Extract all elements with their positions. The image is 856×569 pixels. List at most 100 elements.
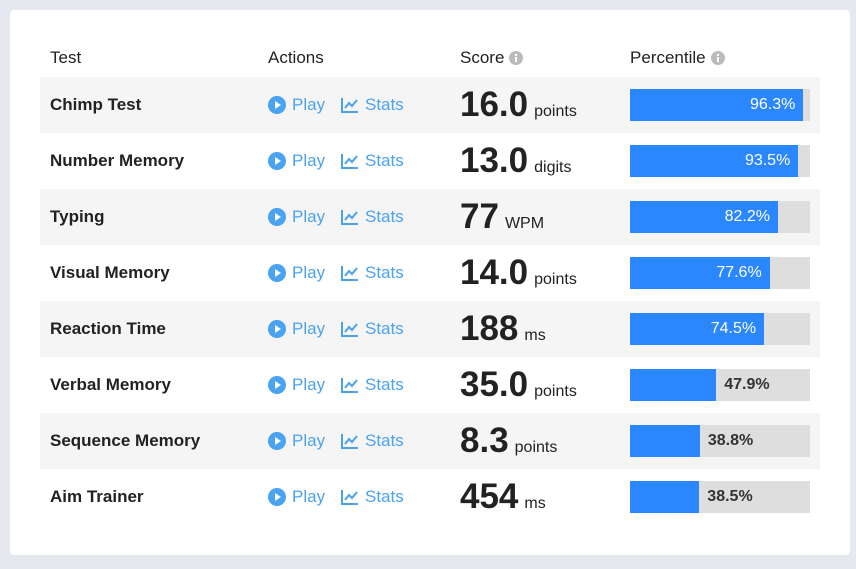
score: 188 ms	[460, 301, 546, 357]
stats-icon	[341, 378, 358, 393]
score-value: 8.3	[460, 421, 509, 460]
score-value: 14.0	[460, 253, 529, 292]
stats-label[interactable]: Stats	[365, 95, 404, 114]
stats-icon	[341, 210, 358, 225]
score: 35.0 points	[460, 357, 577, 413]
score: 77 WPM	[460, 189, 544, 245]
stats-icon	[341, 266, 358, 281]
play-button[interactable]: Play	[268, 133, 325, 189]
stats-label[interactable]: Stats	[365, 431, 404, 450]
score-value: 35.0	[460, 365, 529, 404]
score-value: 188	[460, 309, 519, 348]
info-icon[interactable]	[710, 51, 725, 65]
result-row: Reaction Time Play Stats 188 ms 74.5%	[40, 301, 820, 357]
play-icon	[268, 320, 286, 338]
score-unit: points	[534, 103, 577, 120]
percentile-track: 38.8%	[630, 425, 810, 457]
percentile-label: 77.6%	[716, 264, 762, 281]
play-label[interactable]: Play	[292, 319, 326, 338]
score-value: 16.0	[460, 85, 529, 124]
percentile-label: 38.5%	[707, 488, 753, 505]
header-score-text: Score	[460, 48, 505, 67]
stats-button[interactable]: Stats	[341, 77, 404, 133]
stats-label[interactable]: Stats	[365, 319, 404, 338]
play-icon	[268, 432, 286, 450]
play-label[interactable]: Play	[292, 375, 326, 394]
percentile-bar	[630, 145, 799, 177]
header-percentile: Percentile	[630, 48, 725, 68]
play-label[interactable]: Play	[292, 151, 326, 170]
test-name: Chimp Test	[50, 95, 142, 114]
score: 8.3 points	[460, 413, 557, 469]
result-row: Number Memory Play Stats 13.0 digits 93.5%	[40, 133, 820, 189]
stats-label[interactable]: Stats	[365, 151, 404, 170]
test-name: Reaction Time	[50, 319, 166, 338]
play-button[interactable]: Play	[268, 357, 325, 413]
info-icon[interactable]	[509, 51, 524, 65]
score-unit: points	[534, 383, 577, 400]
play-button[interactable]: Play	[268, 301, 325, 357]
header-test: Test	[50, 48, 82, 67]
stats-button[interactable]: Stats	[341, 301, 404, 357]
percentile-bar	[630, 257, 770, 289]
score-unit: WPM	[504, 215, 545, 232]
percentile-bar	[630, 313, 765, 345]
percentile-bar	[630, 201, 778, 233]
stats-icon	[341, 322, 358, 337]
percentile-bar	[630, 481, 700, 513]
percentile-label: 82.2%	[724, 208, 770, 225]
percentile-bar	[630, 89, 804, 121]
percentile-track: 74.5%	[630, 313, 810, 345]
play-icon	[268, 208, 286, 226]
stats-button[interactable]: Stats	[341, 413, 404, 469]
play-icon	[268, 488, 286, 506]
percentile-bar	[630, 369, 717, 401]
stats-label[interactable]: Stats	[365, 263, 404, 282]
test-name: Visual Memory	[50, 263, 170, 282]
stats-label[interactable]: Stats	[365, 487, 404, 506]
percentile-label: 74.5%	[710, 320, 757, 337]
stats-button[interactable]: Stats	[341, 189, 404, 245]
results-card: Test Actions Score Percentile Chimp Test…	[10, 10, 850, 555]
percentile-label: 93.5%	[744, 152, 791, 169]
score: 16.0 points	[460, 77, 577, 133]
percentile-bar	[630, 425, 700, 457]
play-icon	[268, 376, 286, 394]
percentile-track: 38.5%	[630, 481, 810, 513]
score-unit: ms	[524, 327, 546, 344]
stats-icon	[341, 490, 358, 505]
stats-button[interactable]: Stats	[341, 469, 404, 525]
play-button[interactable]: Play	[268, 245, 325, 301]
play-button[interactable]: Play	[268, 77, 325, 133]
header-actions: Actions	[268, 48, 324, 67]
score: 454 ms	[460, 469, 546, 525]
percentile-track: 82.2%	[630, 201, 810, 233]
play-button[interactable]: Play	[268, 413, 325, 469]
stats-button[interactable]: Stats	[341, 245, 404, 301]
score-value: 454	[460, 477, 519, 516]
play-button[interactable]: Play	[268, 469, 325, 525]
score-value: 77	[460, 197, 499, 236]
play-button[interactable]: Play	[268, 189, 325, 245]
stats-button[interactable]: Stats	[341, 357, 404, 413]
play-icon	[268, 152, 286, 170]
score-unit: digits	[534, 159, 572, 176]
play-label[interactable]: Play	[292, 95, 326, 114]
play-label[interactable]: Play	[292, 431, 326, 450]
stats-label[interactable]: Stats	[365, 375, 404, 394]
stats-label[interactable]: Stats	[365, 207, 404, 226]
play-label[interactable]: Play	[292, 207, 326, 226]
percentile-track: 93.5%	[630, 145, 810, 177]
play-label[interactable]: Play	[292, 263, 326, 282]
result-row: Visual Memory Play Stats 14.0 points 77.6%	[40, 245, 820, 301]
stats-button[interactable]: Stats	[341, 133, 404, 189]
test-name: Number Memory	[50, 151, 185, 170]
play-icon	[268, 96, 286, 114]
play-label[interactable]: Play	[292, 487, 326, 506]
stats-icon	[341, 154, 358, 169]
stats-icon	[341, 98, 358, 113]
test-name: Sequence Memory	[50, 431, 201, 450]
score-unit: points	[514, 439, 558, 456]
stats-icon	[341, 434, 358, 449]
